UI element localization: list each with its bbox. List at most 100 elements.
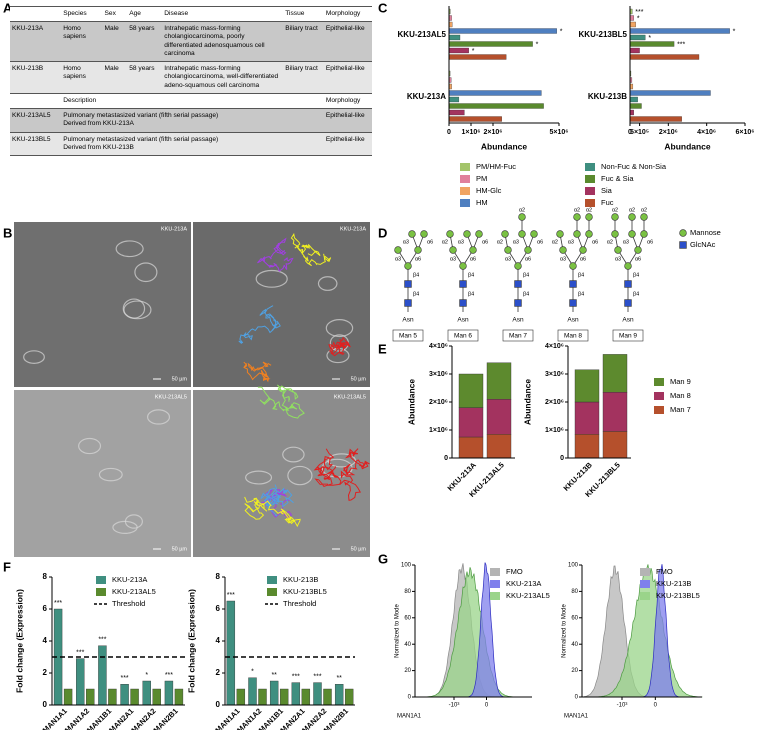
header-cell: Disease — [162, 5, 284, 23]
cell-track — [238, 305, 281, 344]
bar-segment — [486, 399, 512, 435]
bar — [226, 600, 236, 706]
bar — [130, 688, 139, 706]
x-tick-label: -10³ — [617, 703, 628, 709]
mannose — [408, 230, 416, 238]
x-axis-title: Abundance — [481, 141, 528, 151]
x-tick-label: 5×10⁶ — [550, 129, 569, 136]
glcnac — [404, 280, 412, 288]
table-cell: KKU-213BL5 — [10, 132, 62, 157]
x-tick-label: 1×10⁶ — [462, 129, 481, 136]
y-tick-label: 8 — [216, 572, 221, 581]
mannose — [640, 213, 648, 221]
glcnac — [514, 299, 522, 307]
legend-swatch — [654, 378, 664, 386]
linkage-label: α2 — [629, 207, 635, 213]
cell-track — [257, 384, 305, 419]
linkage-label: α2 — [612, 207, 618, 213]
y-tick-label: 4 — [216, 636, 221, 645]
legend-label: HM-Glc — [476, 186, 502, 195]
legend-swatch — [267, 588, 277, 596]
mannose — [446, 230, 454, 238]
x-axis-title: MAN1A1 — [397, 714, 422, 720]
cell-shape — [23, 350, 45, 364]
significance-label: *** — [227, 592, 235, 599]
significance-label: *** — [677, 41, 685, 48]
header-cell — [10, 92, 62, 110]
bar — [108, 688, 117, 706]
cell-shape — [317, 276, 338, 291]
table-cell: Pulmonary metastasized variant (fifth se… — [61, 108, 324, 133]
micrograph — [193, 390, 370, 557]
bar — [164, 680, 174, 706]
image-label: KKU-213AL5 — [334, 394, 366, 400]
bar — [629, 109, 634, 116]
cell-line: Derived from KKU-213A — [63, 120, 134, 128]
linkage-label: β4 — [633, 272, 639, 278]
bar — [76, 658, 85, 706]
y-tick-label: 2 — [43, 668, 48, 677]
bar — [629, 96, 638, 103]
table-cell: Epithelial-like — [323, 61, 372, 94]
scale-bar-label: 50 µm — [172, 376, 188, 382]
glycan-name: Man 7 — [509, 333, 527, 340]
cell-track — [328, 336, 351, 357]
bar — [344, 688, 354, 706]
legend-swatch — [654, 392, 664, 400]
legend-glcnac — [679, 241, 687, 249]
mannose — [569, 262, 577, 270]
y-tick-label: 4 — [43, 636, 48, 645]
table-cell: Epithelial-like — [323, 21, 372, 63]
header-cell: Sex — [102, 5, 128, 23]
x-tick-label: 0 — [447, 129, 451, 136]
cell-track — [257, 237, 294, 272]
bar — [323, 688, 332, 706]
table-cell: 58 years — [127, 21, 163, 63]
legend-label: HM — [476, 198, 488, 207]
linkage-label: α3 — [623, 239, 629, 245]
cell-shape — [112, 520, 138, 534]
x-tick-label: MAN2B1 — [322, 706, 350, 730]
bar — [142, 680, 151, 706]
linkage-label: β4 — [633, 291, 639, 297]
legend-swatch — [585, 175, 595, 183]
header-cell — [10, 5, 62, 23]
y-tick-label: 40 — [571, 642, 578, 648]
legend-swatch — [460, 175, 470, 183]
bar — [174, 688, 184, 706]
bar — [301, 688, 311, 706]
legend-label: FMO — [506, 567, 523, 576]
y-tick-label: 6 — [216, 604, 221, 613]
y-tick-label: 0 — [216, 700, 221, 709]
linkage-label: α2 — [552, 239, 558, 245]
glcnac — [569, 299, 577, 307]
linkage-label: α6 — [525, 256, 531, 262]
table-cell: Homo sapiens — [61, 21, 103, 63]
linkage-label: β4 — [413, 272, 419, 278]
image-label: KKU-213A — [161, 226, 187, 232]
linkage-label: β4 — [578, 272, 584, 278]
y-tick-label: 20 — [571, 668, 578, 674]
x-tick-label: 2×10⁶ — [484, 129, 503, 136]
panel-label: C — [378, 0, 388, 15]
mannose — [524, 246, 532, 254]
mannose — [414, 246, 422, 254]
glycan-name-box — [557, 329, 589, 342]
bar — [334, 684, 344, 706]
glcnac — [624, 280, 632, 288]
y-tick-label: 2×10⁶ — [429, 399, 448, 406]
linkage-label: β4 — [413, 291, 419, 297]
asn-label: Asn — [622, 317, 634, 324]
bar-segment — [458, 373, 484, 408]
legend-label: KKU-213B — [656, 579, 691, 588]
legend-label: Threshold — [283, 599, 316, 608]
table-cell: Pulmonary metastasized variant (fifth se… — [61, 132, 324, 157]
y-tick-label: 100 — [568, 563, 579, 569]
scale-bar-label: 50 µm — [351, 376, 367, 382]
table-cell: Male — [102, 21, 128, 63]
significance-label: ** — [336, 675, 342, 682]
glycan-name-box — [392, 329, 424, 342]
bar — [629, 15, 634, 21]
header-row: Description Morphology — [10, 92, 372, 110]
bar-segment — [458, 436, 484, 459]
